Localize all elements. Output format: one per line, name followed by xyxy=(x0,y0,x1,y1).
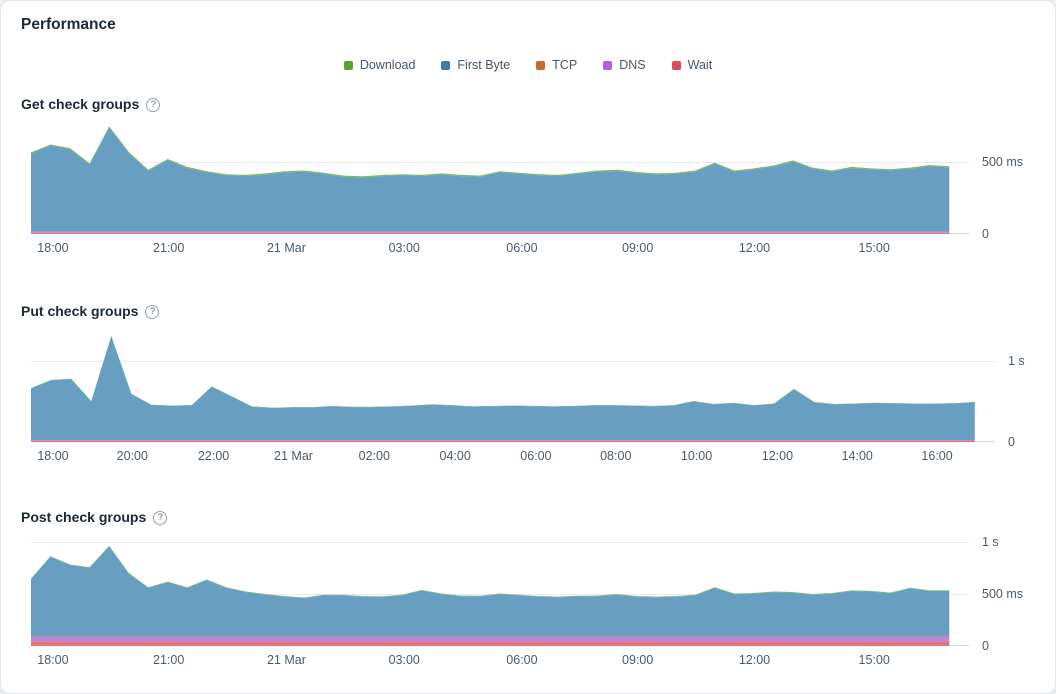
x-tick-label: 03:00 xyxy=(388,653,420,667)
area-series-tcp xyxy=(31,636,950,638)
legend-item-dns[interactable]: DNS xyxy=(603,58,646,72)
chart-plot-area[interactable] xyxy=(31,534,969,646)
x-tick-label: 06:00 xyxy=(520,449,552,463)
x-tick-label: 18:00 xyxy=(37,449,69,463)
legend-swatch-icon xyxy=(441,60,451,70)
x-tick-label: 10:00 xyxy=(680,449,713,463)
area-series-dns xyxy=(31,232,950,233)
x-tick-label: 14:00 xyxy=(841,449,873,463)
x-tick-label: 12:00 xyxy=(761,449,794,463)
area-series-wait xyxy=(31,641,950,646)
area-series-dns xyxy=(31,637,950,642)
x-tick-label: 06:00 xyxy=(506,241,538,255)
legend-label: Wait xyxy=(687,58,713,72)
legend-label: DNS xyxy=(619,58,646,72)
legend-item-download[interactable]: Download xyxy=(343,58,416,72)
chart-plot-area[interactable] xyxy=(31,328,995,442)
chart-plot-area[interactable] xyxy=(31,121,969,234)
y-axis-label: 0 xyxy=(982,639,989,653)
x-tick-label: 21:00 xyxy=(153,653,185,667)
x-tick-label: 21 Mar xyxy=(266,241,306,255)
legend-label: First Byte xyxy=(457,58,511,72)
area-series-download xyxy=(31,126,950,178)
chart-section-get-check-groups: Get check groups ? 500 ms 0 18:00 21:00 21 … xyxy=(1,95,1055,260)
help-icon[interactable]: ? xyxy=(146,97,161,112)
x-tick-label: 04:00 xyxy=(439,449,471,463)
legend-swatch-icon xyxy=(671,60,681,70)
area-series-download xyxy=(31,335,975,408)
area-series-first-byte xyxy=(31,336,975,440)
x-axis: 18:00 21:00 21 Mar 03:00 06:00 09:00 12:00 15:0… xyxy=(31,646,969,672)
y-axis-label: 0 xyxy=(1008,435,1015,449)
x-tick-label: 03:00 xyxy=(388,241,420,255)
x-tick-label: 21 Mar xyxy=(274,449,313,463)
x-tick-label: 09:00 xyxy=(622,241,654,255)
x-tick-label: 02:00 xyxy=(358,449,390,463)
legend-swatch-icon xyxy=(536,60,546,70)
x-tick-label: 21 Mar xyxy=(266,653,306,667)
y-axis-label: 500 ms xyxy=(982,154,1023,169)
legend-swatch-icon xyxy=(343,60,353,70)
x-tick-label: 22:00 xyxy=(197,449,230,463)
chart-title: Post check groups xyxy=(21,509,147,525)
x-axis: 18:00 21:00 21 Mar 03:00 06:00 09:00 12:00 15:0… xyxy=(31,234,969,260)
chart-title: Put check groups xyxy=(21,303,139,319)
chart-legend: Download First Byte TCP DNS Wait xyxy=(1,57,1055,73)
legend-label: TCP xyxy=(552,58,578,72)
legend-label: Download xyxy=(359,58,416,72)
x-axis: 18:00 20:00 22:00 21 Mar 02:00 04:00 06:00 08:0… xyxy=(31,442,995,468)
x-tick-label: 21:00 xyxy=(153,241,185,255)
area-series-first-byte xyxy=(31,546,950,637)
legend-swatch-icon xyxy=(603,60,613,70)
chart-title: Get check groups xyxy=(21,96,140,112)
y-axis-label: 1 s xyxy=(1008,353,1025,368)
x-tick-label: 16:00 xyxy=(921,449,953,463)
area-series-dns xyxy=(31,440,975,441)
help-icon[interactable]: ? xyxy=(153,510,168,525)
y-axis: 1 s 500 ms 0 xyxy=(969,534,1055,653)
chart-section-post-check-groups: Post check groups ? 1 s 500 ms 0 18:00 21:0… xyxy=(1,508,1055,672)
x-tick-label: 08:00 xyxy=(600,449,632,463)
legend-item-tcp[interactable]: TCP xyxy=(536,58,577,72)
x-tick-label: 12:00 xyxy=(738,241,771,255)
chart-section-put-check-groups: Put check groups ? 1 s 0 18:00 20:00 22:00 2… xyxy=(1,302,1055,468)
x-tick-label: 15:00 xyxy=(858,241,890,255)
x-tick-label: 12:00 xyxy=(738,653,771,667)
x-tick-label: 15:00 xyxy=(858,653,890,667)
help-icon[interactable]: ? xyxy=(145,304,160,319)
legend-item-first-byte[interactable]: First Byte xyxy=(441,58,510,72)
x-tick-label: 09:00 xyxy=(622,653,654,667)
y-axis-label: 500 ms xyxy=(982,587,1023,602)
legend-item-wait[interactable]: Wait xyxy=(671,58,713,72)
y-axis-label: 1 s xyxy=(982,535,999,550)
y-axis: 1 s 0 xyxy=(995,328,1055,449)
area-series-wait xyxy=(31,233,950,234)
x-tick-label: 20:00 xyxy=(116,449,148,463)
page-title: Performance xyxy=(21,16,116,33)
area-series-tcp xyxy=(31,231,950,233)
area-series-wait xyxy=(31,441,975,442)
area-series-first-byte xyxy=(31,127,950,232)
x-tick-label: 06:00 xyxy=(506,653,538,667)
x-tick-label: 18:00 xyxy=(37,653,69,667)
x-tick-label: 18:00 xyxy=(37,241,69,255)
y-axis-label: 0 xyxy=(982,227,989,241)
y-axis: 500 ms 0 xyxy=(969,121,1055,241)
